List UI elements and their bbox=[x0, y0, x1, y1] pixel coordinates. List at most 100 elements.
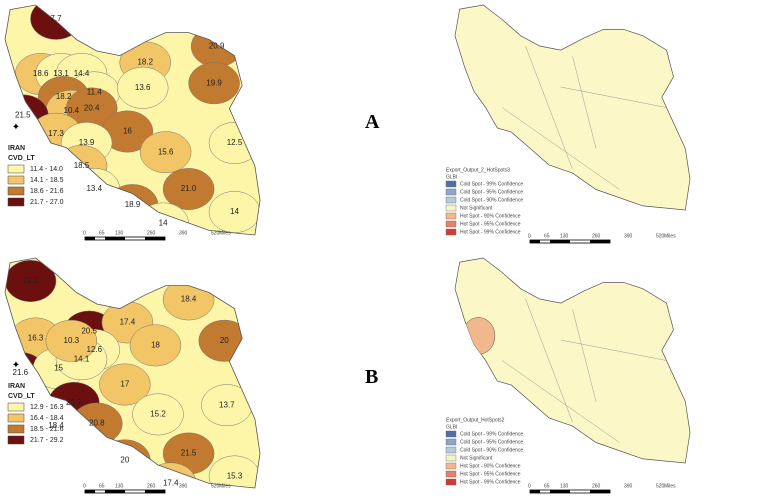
provinces bbox=[5, 5, 260, 235]
hot-legend-label: Hot Spot - 90% Confidence bbox=[460, 463, 521, 469]
scale-label: 390 bbox=[179, 230, 188, 236]
province-label: 13.4 bbox=[86, 184, 102, 193]
hot-region bbox=[455, 366, 484, 396]
scale-seg bbox=[590, 240, 610, 243]
hot-swatch bbox=[445, 180, 457, 188]
scale-label: 390 bbox=[624, 233, 633, 239]
province-label: 20.4 bbox=[84, 104, 100, 113]
province-label: 17.4 bbox=[163, 479, 179, 488]
province bbox=[116, 66, 169, 109]
province-label: 12.5 bbox=[227, 138, 243, 147]
legend-label: 11.4 - 14.0 bbox=[30, 166, 63, 173]
legend-title: IRAN bbox=[8, 145, 25, 152]
legend-swatch bbox=[7, 435, 25, 445]
province-border bbox=[501, 360, 620, 443]
province-label: 21.0 bbox=[181, 184, 197, 193]
province-label: 10.3 bbox=[64, 336, 80, 345]
scale-label: 520 bbox=[211, 483, 220, 489]
province-label: 14 bbox=[230, 207, 239, 216]
legend-label: 21.7 - 27.0 bbox=[30, 199, 64, 206]
hot-legend-subtitle: GLBI bbox=[446, 424, 457, 430]
scale-label: Miles bbox=[664, 233, 676, 239]
hot-legend-label: Cold Spot - 99% Confidence bbox=[460, 181, 523, 187]
hot-swatch bbox=[445, 196, 457, 204]
province-label: 15.3 bbox=[227, 472, 243, 481]
north-arrow: ✦ bbox=[12, 360, 20, 371]
legend-swatch bbox=[7, 402, 25, 412]
province-border bbox=[525, 298, 573, 423]
scale-label: 390 bbox=[179, 483, 188, 489]
hotspots bbox=[501, 45, 667, 190]
legend-label: 21.7 - 29.2 bbox=[30, 437, 64, 444]
hot-swatch bbox=[445, 228, 457, 236]
hot-swatch bbox=[445, 188, 457, 196]
scale-label: 130 bbox=[560, 233, 569, 239]
scale-seg bbox=[85, 490, 95, 493]
legend-label: 12.9 - 16.3 bbox=[30, 404, 64, 411]
scale-label: 390 bbox=[624, 483, 633, 489]
hot-legend-label: Cold Spot - 99% Confidence bbox=[460, 431, 523, 437]
hot-legend-label: Cold Spot - 95% Confidence bbox=[460, 189, 523, 195]
scale-label: 65 bbox=[99, 230, 105, 236]
scale-label: 260 bbox=[147, 230, 156, 236]
province-label: 10.4 bbox=[64, 106, 80, 115]
province-label: 20 bbox=[220, 336, 229, 345]
province-label: 21.2 bbox=[23, 276, 39, 285]
hot-swatch bbox=[445, 438, 457, 446]
scale-seg bbox=[105, 237, 125, 240]
legend-swatch bbox=[7, 413, 25, 423]
scale-label: Miles bbox=[219, 483, 231, 489]
border bbox=[4, 4, 261, 236]
legend-swatch bbox=[7, 164, 25, 174]
province-label: 13.1 bbox=[53, 69, 69, 78]
panel-tag: B bbox=[365, 366, 378, 388]
province-label: 20.9 bbox=[209, 42, 225, 51]
province-label: 18.5 bbox=[74, 161, 90, 170]
province bbox=[188, 62, 240, 105]
scale-seg bbox=[145, 237, 165, 240]
scale-seg bbox=[530, 490, 540, 493]
hot-swatch bbox=[445, 204, 457, 212]
province-label: 17 bbox=[120, 380, 129, 389]
hot-legend-label: Not Significant bbox=[460, 455, 493, 461]
legend-label: 14.1 - 18.5 bbox=[30, 177, 64, 184]
hot-legend-label: Cold Spot - 90% Confidence bbox=[460, 447, 523, 453]
hot-legend-subtitle: GLBI bbox=[446, 174, 457, 180]
province-label: 17.3 bbox=[48, 129, 64, 138]
province-label: 16.3 bbox=[28, 334, 44, 343]
scale-label: 260 bbox=[592, 233, 601, 239]
scale-label: 0 bbox=[83, 230, 86, 236]
province-border bbox=[572, 309, 597, 402]
legend-label: 16.4 - 18.4 bbox=[30, 415, 64, 422]
scale-label: 130 bbox=[115, 230, 124, 236]
scale-label: 65 bbox=[544, 483, 550, 489]
province-label: 16 bbox=[123, 127, 132, 136]
hot-legend-label: Cold Spot - 90% Confidence bbox=[460, 197, 523, 203]
hot-swatch bbox=[445, 454, 457, 462]
province-label: 18.4 bbox=[48, 421, 64, 430]
province-label: 18.2 bbox=[137, 58, 153, 67]
hot-legend-label: Hot Spot - 99% Confidence bbox=[460, 229, 521, 235]
legend-swatch bbox=[7, 186, 25, 196]
province-border bbox=[560, 86, 667, 108]
scale-seg bbox=[550, 240, 570, 243]
scale-label: 65 bbox=[99, 483, 105, 489]
province bbox=[132, 393, 184, 436]
province bbox=[45, 319, 98, 362]
province-label: 20.8 bbox=[89, 419, 105, 428]
legend-subtitle: CVD_LT bbox=[8, 155, 35, 162]
province-label: 12.6 bbox=[86, 345, 102, 354]
province-label: 20 bbox=[120, 456, 129, 465]
scale-label: 0 bbox=[528, 233, 531, 239]
province-border bbox=[501, 107, 620, 190]
province-label: 18.4 bbox=[181, 295, 197, 304]
scale-label: 0 bbox=[528, 483, 531, 489]
province-label: 13.9 bbox=[79, 138, 95, 147]
scale-seg bbox=[105, 490, 125, 493]
province-label: 19.9 bbox=[206, 78, 222, 87]
legend-label: 18.5 - 21.6 bbox=[30, 426, 64, 433]
hot-swatch bbox=[445, 462, 457, 470]
hot-legend-label: Hot Spot - 99% Confidence bbox=[460, 479, 521, 485]
legend-swatch bbox=[7, 424, 25, 434]
